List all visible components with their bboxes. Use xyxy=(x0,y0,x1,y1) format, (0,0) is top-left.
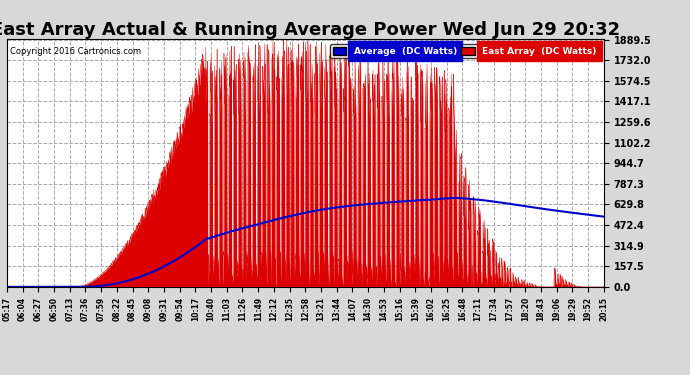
Legend: Average  (DC Watts), East Array  (DC Watts): Average (DC Watts), East Array (DC Watts… xyxy=(330,44,599,58)
Text: Copyright 2016 Cartronics.com: Copyright 2016 Cartronics.com xyxy=(10,47,141,56)
Title: East Array Actual & Running Average Power Wed Jun 29 20:32: East Array Actual & Running Average Powe… xyxy=(0,21,620,39)
